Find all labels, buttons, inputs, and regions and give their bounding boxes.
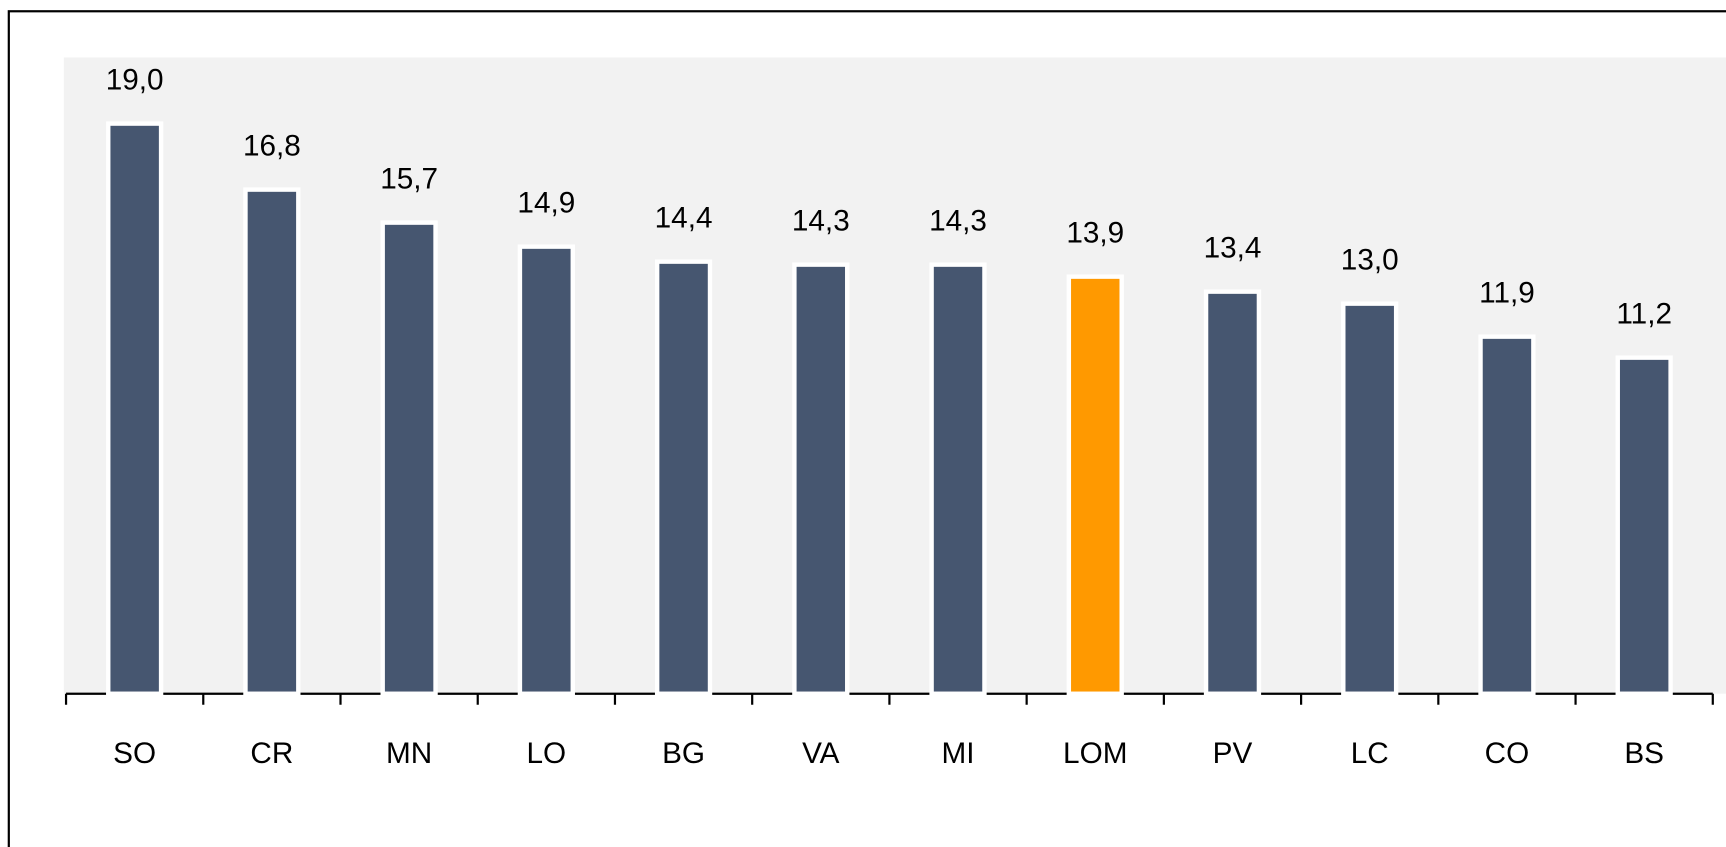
value-label: 15,7: [380, 163, 438, 196]
value-label: 13,0: [1341, 244, 1399, 277]
bar: [1066, 274, 1124, 696]
value-label: 11,9: [1479, 277, 1535, 310]
bar: [1341, 301, 1399, 696]
bar: [1203, 289, 1262, 696]
x-tick-label: MI: [942, 737, 975, 770]
x-tick-label: CR: [250, 737, 293, 770]
x-tick-label: LO: [527, 737, 567, 770]
x-tick-label: BS: [1624, 737, 1664, 770]
x-tick-label: LC: [1351, 737, 1389, 770]
value-label: 14,4: [655, 202, 713, 235]
bar: [243, 187, 301, 696]
value-label: 13,9: [1066, 217, 1124, 250]
x-tick-label: SO: [113, 737, 156, 770]
bar: [792, 262, 850, 696]
plot-area: [63, 57, 1726, 694]
bar: [929, 262, 987, 696]
x-tick-label: LOM: [1063, 737, 1127, 770]
bar: [1478, 334, 1536, 696]
value-label: 13,4: [1204, 232, 1262, 265]
bar: [380, 220, 438, 696]
bar: [1615, 355, 1673, 696]
bar: [517, 244, 575, 696]
x-tick-label: VA: [802, 737, 840, 770]
x-tick-label: CO: [1485, 737, 1530, 770]
frame: [7, 10, 1726, 847]
value-label: 14,9: [517, 187, 575, 220]
value-label: 14,3: [929, 205, 987, 238]
value-label: 11,2: [1616, 298, 1672, 331]
bar: [106, 121, 164, 696]
x-tick-label: BG: [662, 737, 705, 770]
value-label: 19,0: [106, 64, 164, 97]
x-tick-label: PV: [1213, 737, 1253, 770]
bar: [654, 259, 713, 696]
value-label: 16,8: [243, 130, 301, 163]
x-tick-label: MN: [386, 737, 432, 770]
value-label: 14,3: [792, 205, 850, 238]
